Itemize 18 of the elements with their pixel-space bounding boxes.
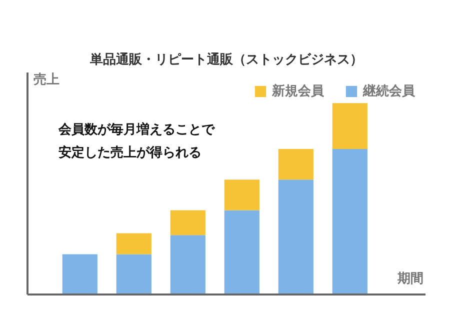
bar xyxy=(170,210,206,236)
bar xyxy=(224,180,260,210)
bar xyxy=(116,233,152,254)
bar xyxy=(332,103,368,150)
annotation: 安定した売上が得られる xyxy=(58,144,202,161)
y-axis-title: 売上 xyxy=(34,72,60,88)
x-axis-title: 期間 xyxy=(396,272,424,286)
bar xyxy=(224,210,260,294)
bar xyxy=(62,254,98,294)
legend-label: 新規会員 xyxy=(272,82,324,100)
bar xyxy=(278,180,314,294)
bar xyxy=(332,149,368,294)
legend-label: 継続会員 xyxy=(363,83,415,100)
bar xyxy=(170,235,206,294)
bar xyxy=(278,149,314,180)
bar xyxy=(116,254,152,294)
chart-title: 単品通販・リピート通販（ストックビジネス） xyxy=(89,52,363,68)
annotation: 会員数が毎月増えることで xyxy=(57,122,216,138)
